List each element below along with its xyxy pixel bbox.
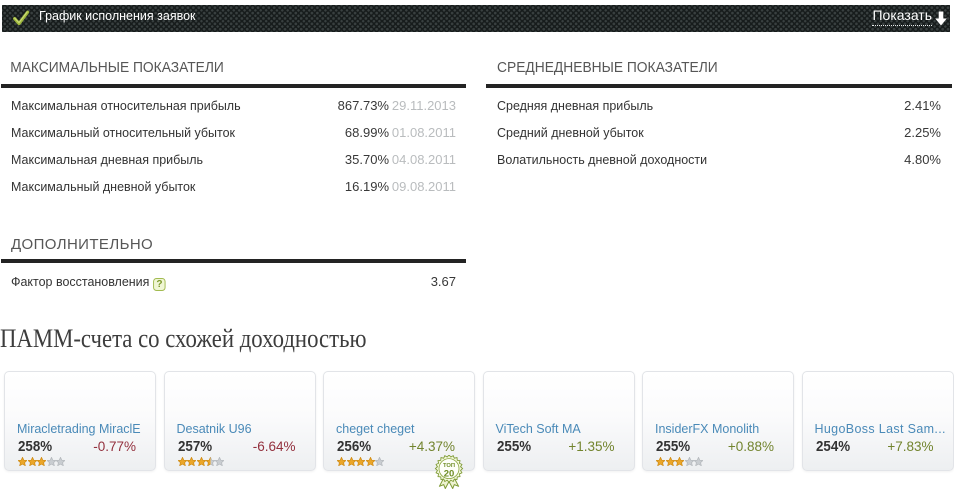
svg-text:ТОП: ТОП: [443, 463, 455, 469]
svg-text:20: 20: [444, 468, 455, 479]
